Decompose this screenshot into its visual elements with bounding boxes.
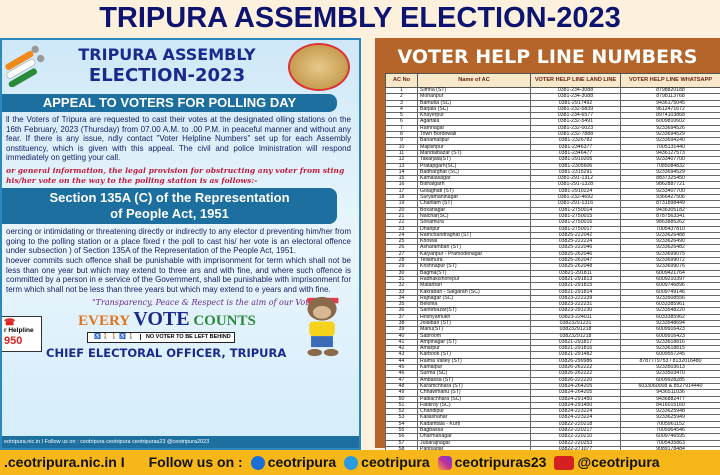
table-row: 33 Kakraban - Salgarah (SC) 03821-291814 60… xyxy=(385,288,720,296)
table-row: 41 Ampinagar (ST) 03821-291817 9233618816 xyxy=(385,338,720,347)
table-row: 3 Bamutia (SC) 0381-2917492 9436175045 xyxy=(385,99,720,107)
table-row: 40 Sabroom 03823291218 6009916423 xyxy=(385,332,720,340)
table-row: 5 Khayerpur 0381-234-6577 8974103868 xyxy=(385,112,720,120)
legal-note: or general information, the legal provis… xyxy=(6,165,345,185)
table-row: 9 Banamalipur 0381-2326782 9233694240 xyxy=(385,137,720,145)
column-header: VOTER HELP LINE LAND LINE xyxy=(530,73,621,88)
poster-bottom: EVERY VOTE COUNTS ♿ 🚶 🚶 ♿ 🚶 NO VOTER TO … xyxy=(2,297,359,436)
helpline-panel: VOTER HELP LINE NUMBERS AC No Name of AC V… xyxy=(375,38,720,466)
table-row: 4 Barjala (SC) 0381-232-5839 9612471672 xyxy=(385,105,720,114)
table-row: 48 Karamchhara (ST) 03824-264205 6033060008… xyxy=(385,382,720,391)
website-link[interactable]: .ceotripura.nic.in I xyxy=(4,454,125,470)
table-row: 51 Fatikroy (SC) 03824-291450 8416015160 xyxy=(385,401,720,410)
accessibility-icons: ♿ 🚶 🚶 ♿ 🚶 xyxy=(88,334,142,341)
facebook-link[interactable]: ceotripura xyxy=(267,454,337,470)
every-vote-counts: EVERY VOTE COUNTS xyxy=(42,308,292,332)
facebook-icon xyxy=(250,455,265,470)
footer-bar: .ceotripura.nic.in I Follow us on : ceot… xyxy=(0,450,720,475)
election-commission-logo xyxy=(5,45,45,87)
table-row: 36 Santirbazar(ST) 03823-291230 9233548220 xyxy=(385,307,720,315)
column-header: VOTER HELP LINE WHATSAPP xyxy=(620,73,720,88)
table-row: 38 Jolaibari (ST) 03823291231 9233548694 xyxy=(385,319,720,328)
instagram-link[interactable]: ceotripuras23 xyxy=(454,454,547,470)
twitter-icon xyxy=(344,455,359,470)
counts-text: COUNTS xyxy=(189,313,256,330)
helpline-box: ☎ r Helpline 950 xyxy=(2,316,42,353)
table-row: 35 Belonia 03823-222231 6033385961 xyxy=(385,301,720,309)
table-row: 50 Pabiachhara (SC) 03824-291450 9436882477 xyxy=(385,395,720,403)
section-text-1: oercing or intimidating or threatening d… xyxy=(6,227,351,256)
section-text: oercing or intimidating or threatening d… xyxy=(2,227,359,294)
page-title: TRIPURA ASSEMBLY ELECTION-2023 xyxy=(99,2,621,34)
poster-title: TRIPURA ASSEMBLY ELECTION-2023 xyxy=(52,44,282,86)
instagram-icon xyxy=(437,455,452,470)
table-row: 1 Simna (ST) 0381-234-3088 8798820188 xyxy=(385,86,720,95)
youtube-link[interactable]: @ceotripura xyxy=(577,454,660,470)
poster-header: TRIPURA ASSEMBLY ELECTION-2023 xyxy=(2,43,359,91)
table-row: 2 Mohanpur 0381-234-3088 8798113768 xyxy=(385,93,720,101)
follow-label: Follow us on : xyxy=(148,454,243,470)
poster-footer-strip: eotripura.nic.in I Follow us on : ceotri… xyxy=(2,436,359,448)
table-row: 52 Chandipur 03824-223224 9233625948 xyxy=(385,408,720,416)
appeal-poster: TRIPURA ASSEMBLY ELECTION-2023 APPEAL TO… xyxy=(0,38,361,450)
table-row: 34 Rajnagar (SC) 03823-222239 9233508556 xyxy=(385,294,720,303)
table-row: 49 Chhawmanu (ST) 03824-264205 9436511036 xyxy=(385,389,720,397)
table-row: 30 Bagma(ST) 03821-291811 6009421764 xyxy=(385,269,720,277)
table-row: 21 Nalchar(SC) 0381-2750015 8787563341 xyxy=(385,212,720,221)
table-row: 46 Surma (SC) 03826-262222 9233503470 xyxy=(385,370,720,378)
phone-icon: ☎ xyxy=(4,317,16,328)
table-row: 42 Amarpur 03821-291816 9233618815 xyxy=(385,345,720,353)
twitter-link[interactable]: ceotripura xyxy=(361,454,430,470)
table-row: 6 Agartala 0381-232-5491 6009810602 xyxy=(385,118,720,126)
table-row: 27 Kalyanpur - Pramodenagar 03825-262046 92… xyxy=(385,250,720,259)
table-row: 32 Matarbari 03821-291815 6009746896 xyxy=(385,282,720,290)
table-row: 47 Ambassa (ST) 03826-222220 6009928285 xyxy=(385,376,720,384)
column-header: AC No xyxy=(385,73,418,88)
vote-text: VOTE xyxy=(133,308,190,331)
quote: "Transparency, Peace & Respect is the ai… xyxy=(92,298,317,308)
table-row: 39 Manu(ST) 03823291218 6009916423 xyxy=(385,326,720,334)
helpline-table-title: VOTER HELP LINE NUMBERS xyxy=(397,46,698,68)
section-text-2: hoever commits such offence shall be pun… xyxy=(6,255,351,294)
table-row: 55 Bagbassa 03822-220217 7005964546 xyxy=(385,427,720,435)
appeal-text: ll the Voters of Tripura are requested t… xyxy=(6,115,351,163)
no-voter-left-behind: ♿ 🚶 🚶 ♿ 🚶 NO VOTER TO BE LEFT BEHIND xyxy=(87,332,235,344)
table-row: 53 Kailashahar 03824-223224 9233625949 xyxy=(385,414,720,422)
table-row: 43 Karbook (ST) 03821-291482 6009557245 xyxy=(385,351,720,359)
sveep-seal-logo xyxy=(288,43,350,91)
table-header-row: AC No Name of AC VOTER HELP LINE LAND LINE… xyxy=(385,73,720,88)
table-row: 44 Raima Valley (ST) 03826-299986 878777975… xyxy=(385,357,720,366)
poster-title-line1: TRIPURA ASSEMBLY xyxy=(78,45,256,64)
table-row: 37 Hrishyamukh 03823-224011 6033385962 xyxy=(385,313,720,322)
youtube-icon xyxy=(554,455,575,470)
ceo-label: CHIEF ELECTORAL OFFICER, TRIPURA xyxy=(46,346,287,361)
section-heading: Section 135A (C) of the Representation o… xyxy=(2,188,337,225)
table-row: 45 Kamalpur 03826-262222 9233503613 xyxy=(385,364,720,372)
table-row: 19 Charilam (ST) 0381-291-1316 8731898449 xyxy=(385,200,720,208)
table-row: 57 Jubarajnagar 03822-220253 7005435863 xyxy=(385,439,720,447)
helpline-number: 950 xyxy=(4,335,23,348)
section-heading-line2: of People Act, 1951 xyxy=(110,206,229,222)
helpline-label: r Helpline xyxy=(4,327,34,335)
section-heading-line1: Section 135A (C) of the Representation xyxy=(49,190,290,206)
column-header: Name of AC xyxy=(417,73,531,88)
table-row: 29 Krishnapur (ST) 03825-262048 9233699076 xyxy=(385,263,720,271)
mascot-image xyxy=(307,297,339,357)
helpline-table: AC No Name of AC VOTER HELP LINE LAND LINE… xyxy=(385,73,720,466)
no-voter-text: NO VOTER TO BE LEFT BEHIND xyxy=(145,334,231,341)
table-row: 54 Kadamtala - Kurti 03822-220218 700596115… xyxy=(385,420,720,429)
appeal-heading: APPEAL TO VOTERS FOR POLLING DAY xyxy=(2,94,337,112)
poster-title-line2: ELECTION-2023 xyxy=(88,65,246,86)
every-text: EVERY xyxy=(78,313,134,330)
table-row: 28 Teliamura 03825-262047 9233699072 xyxy=(385,256,720,265)
